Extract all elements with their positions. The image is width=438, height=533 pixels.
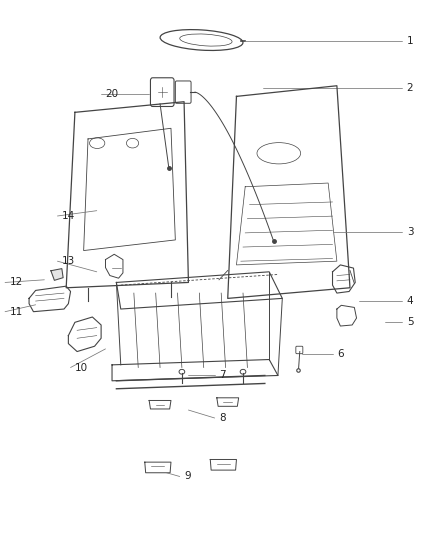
Text: 12: 12 <box>10 278 23 287</box>
Text: 7: 7 <box>219 370 226 381</box>
Text: 5: 5 <box>407 317 413 327</box>
Text: 9: 9 <box>184 472 191 481</box>
Polygon shape <box>51 269 63 280</box>
Text: 11: 11 <box>10 306 23 317</box>
Text: 14: 14 <box>62 211 75 221</box>
Text: 10: 10 <box>75 362 88 373</box>
Text: 20: 20 <box>106 88 119 99</box>
Text: 2: 2 <box>407 83 413 93</box>
Text: 13: 13 <box>62 256 75 266</box>
Text: 3: 3 <box>407 227 413 237</box>
Text: 1: 1 <box>407 36 413 45</box>
Text: 6: 6 <box>337 349 343 359</box>
Text: 8: 8 <box>219 413 226 423</box>
Text: 4: 4 <box>407 296 413 306</box>
